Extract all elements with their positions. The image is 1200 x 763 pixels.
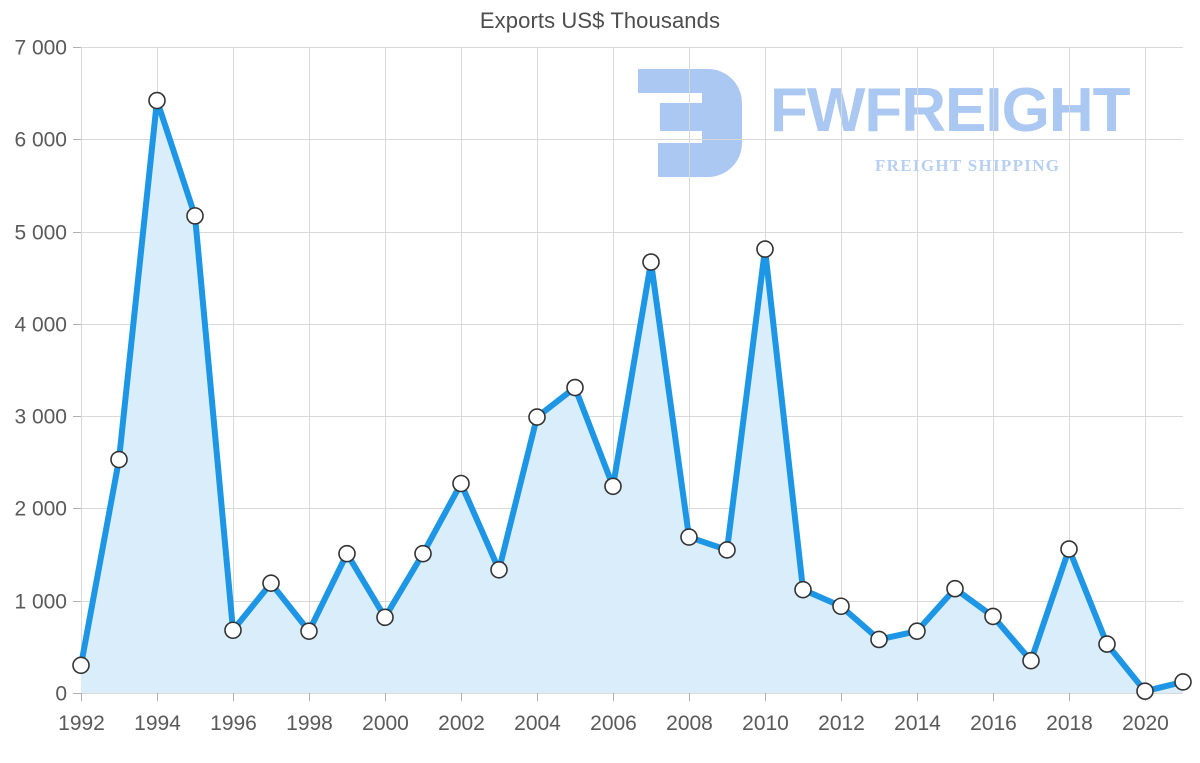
data-point-marker[interactable]: 2014: 670 — [908, 622, 926, 640]
data-point-marker[interactable]: 2005: 3310 — [566, 378, 584, 397]
y-axis-tick-label: 4 000 — [14, 314, 67, 337]
x-axis-tick-label: 1996 — [210, 712, 257, 735]
data-point-marker[interactable]: 2010: 4810 — [756, 240, 774, 258]
data-point-marker[interactable]: 2004: 2990 — [528, 408, 546, 426]
data-point-marker[interactable]: 2003: 1335 — [490, 560, 508, 579]
data-point-marker[interactable]: 2011: 1120 — [794, 580, 812, 599]
y-axis-tick-label: 7 000 — [14, 37, 67, 60]
x-axis-tick-label: 2000 — [362, 712, 409, 735]
data-point-marker[interactable]: 2012: 940 — [832, 597, 850, 616]
data-point-marker[interactable]: 2016: 830 — [984, 607, 1002, 626]
x-axis-tick-label: 2006 — [590, 712, 637, 735]
data-point-marker[interactable]: 1996: 680 — [224, 621, 242, 640]
y-axis-tick-label: 5 000 — [14, 222, 67, 245]
data-point-marker[interactable]: 2019: 530 — [1098, 635, 1116, 653]
x-axis-tick-label: 1994 — [134, 712, 181, 735]
data-point-marker[interactable]: 2013: 580 — [870, 630, 888, 649]
data-point-marker[interactable]: 2008: 1690 — [680, 528, 698, 546]
data-point-marker[interactable]: 2020: 20 — [1136, 682, 1154, 700]
data-point-marker[interactable]: 1997: 1190 — [262, 574, 280, 592]
x-axis-tick-label: 2004 — [514, 712, 561, 735]
y-axis-tick-label: 3 000 — [14, 406, 67, 429]
x-tickmarks — [81, 693, 1146, 701]
x-axis-tick-label: 2016 — [970, 712, 1017, 735]
data-point-marker[interactable]: 2009: 1550 — [718, 541, 736, 559]
x-axis-tick-label: 2002 — [438, 712, 485, 735]
data-point-marker[interactable]: 2021: 120 — [1174, 673, 1192, 691]
data-point-marker[interactable]: 2002: 2270 — [452, 474, 470, 493]
y-tickmarks — [73, 47, 81, 694]
x-axis-tick-label: 2020 — [1122, 712, 1169, 735]
y-axis-tick-label: 1 000 — [14, 591, 67, 614]
x-axis-tick-label: 2008 — [666, 712, 713, 735]
series-area-fill — [81, 100, 1183, 693]
y-axis-tick-label: 2 000 — [14, 498, 67, 521]
x-axis-tick-label: 1998 — [286, 712, 333, 735]
data-point-marker[interactable]: 1998: 670 — [300, 622, 318, 640]
data-point-marker[interactable]: 1999: 1510 — [338, 544, 356, 563]
x-axis-tick-label: 2014 — [894, 712, 941, 735]
x-axis-tick-label: 1992 — [58, 712, 105, 735]
data-point-marker[interactable]: 2006: 2240 — [604, 477, 622, 496]
data-point-marker[interactable]: 1995: 5170 — [186, 207, 204, 225]
data-point-marker[interactable]: 2000: 820 — [376, 608, 394, 627]
x-axis-tick-label: 2010 — [742, 712, 789, 735]
y-axis-tick-label: 6 000 — [14, 129, 67, 152]
y-axis-tick-label: 0 — [55, 683, 67, 706]
data-point-marker[interactable]: 2017: 350 — [1022, 651, 1040, 670]
chart-title: Exports US$ Thousands — [479, 8, 721, 33]
data-point-marker[interactable]: 1992: 300 — [72, 656, 90, 675]
data-point-marker[interactable]: 2001: 1510 — [414, 544, 432, 563]
data-point-marker[interactable]: 2007: 4670 — [642, 253, 660, 271]
y-axis-labels: 0 1 000 2 000 3 000 4 000 5 000 6 000 7 000 — [14, 37, 67, 706]
data-point-marker[interactable]: 1993: 2530 — [110, 450, 128, 469]
data-point-marker[interactable]: 2015: 1130 — [946, 579, 964, 598]
x-axis-tick-label: 2018 — [1046, 712, 1093, 735]
data-point-marker[interactable]: 2018: 1560 — [1060, 540, 1078, 558]
x-axis-labels: 1992 1994 1996 1998 2000 2002 2004 2006 2008 2010… — [58, 712, 1169, 735]
x-axis-tick-label: 2012 — [818, 712, 865, 735]
series-line — [78, 97, 1186, 695]
data-point-marker[interactable]: 1994: 6420 — [148, 91, 166, 110]
series-markers: 1992: 300 1993: 2530 1994: 6420 1995: 5170 1… — [72, 91, 1192, 700]
